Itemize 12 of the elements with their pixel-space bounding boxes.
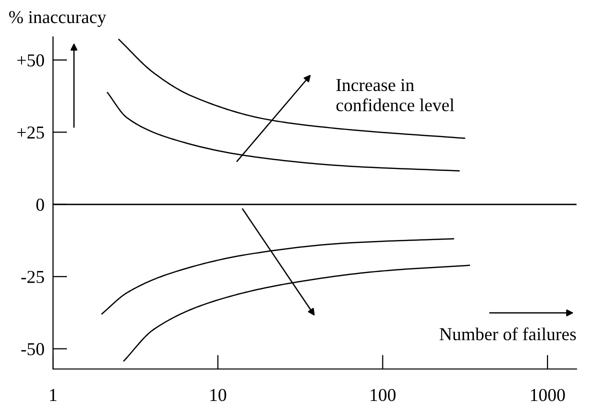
annotation: Increase in confidence level — [336, 78, 454, 112]
x-tick-label: 10 — [210, 388, 226, 402]
x-tick-label: 100 — [370, 388, 396, 402]
x-axis-title: Number of failures — [440, 327, 576, 340]
y-tick-label: -50 — [21, 343, 44, 356]
x-tick-label: 1000 — [531, 388, 565, 402]
y-tick-label: +25 — [17, 126, 44, 139]
y-axis-title: % inaccuracy — [9, 11, 106, 27]
y-tick-label: 0 — [36, 198, 44, 211]
y-tick-label: +50 — [17, 54, 44, 66]
x-tick-label: 1 — [50, 389, 56, 401]
y-tick-label: -25 — [21, 270, 44, 284]
